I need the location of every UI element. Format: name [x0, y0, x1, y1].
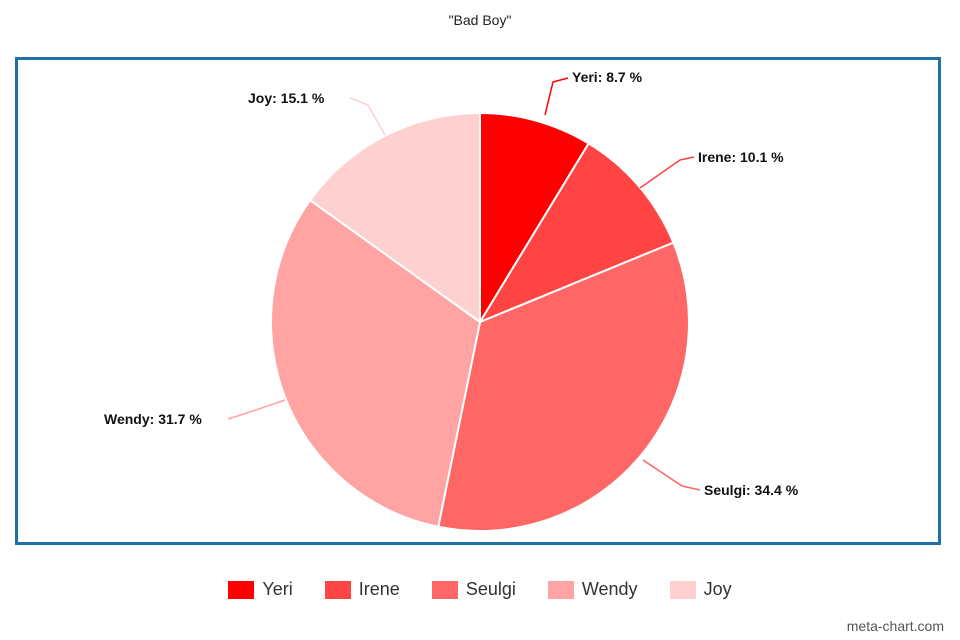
plot-frame	[15, 57, 941, 545]
legend-label: Joy	[703, 579, 732, 599]
pie-slice-yeri	[479, 111, 591, 326]
leader-line-wendy	[227, 399, 286, 420]
slice-label-irene: Irene: 10.1 %	[698, 149, 784, 165]
legend-swatch	[324, 580, 351, 599]
leader-line-joy	[349, 97, 386, 136]
legend-swatch	[547, 580, 574, 599]
slice-label-seulgi: Seulgi: 34.4 %	[704, 482, 799, 498]
pie-slice-wendy	[270, 198, 482, 528]
legend-item-seulgi[interactable]: Seulgi	[431, 579, 516, 600]
leader-line-seulgi	[642, 459, 701, 491]
chart-title: "Bad Boy"	[448, 12, 512, 28]
legend-item-irene[interactable]: Irene	[324, 579, 400, 600]
legend-label: Wendy	[581, 579, 638, 599]
legend: Yeri Irene Seulgi Wendy Joy	[0, 579, 960, 600]
legend-swatch	[228, 580, 255, 599]
pie-slice-joy	[308, 111, 481, 324]
slice-label-wendy: Wendy: 31.7 %	[104, 411, 202, 427]
legend-label: Seulgi	[465, 579, 516, 599]
leader-line-yeri	[544, 77, 569, 116]
legend-item-wendy[interactable]: Wendy	[547, 579, 638, 600]
legend-swatch	[431, 580, 458, 599]
legend-label: Irene	[358, 579, 400, 599]
legend-item-yeri[interactable]: Yeri	[228, 579, 293, 600]
legend-label: Yeri	[262, 579, 293, 599]
legend-item-joy[interactable]: Joy	[669, 579, 732, 600]
slice-label-yeri: Yeri: 8.7 %	[572, 69, 643, 85]
watermark: meta-chart.com	[846, 618, 944, 634]
pie-slice-seulgi	[437, 241, 690, 532]
pie-slice-irene	[477, 142, 675, 325]
legend-swatch	[669, 580, 696, 599]
leader-line-irene	[639, 156, 695, 189]
slice-label-joy: Joy: 15.1 %	[248, 90, 325, 106]
